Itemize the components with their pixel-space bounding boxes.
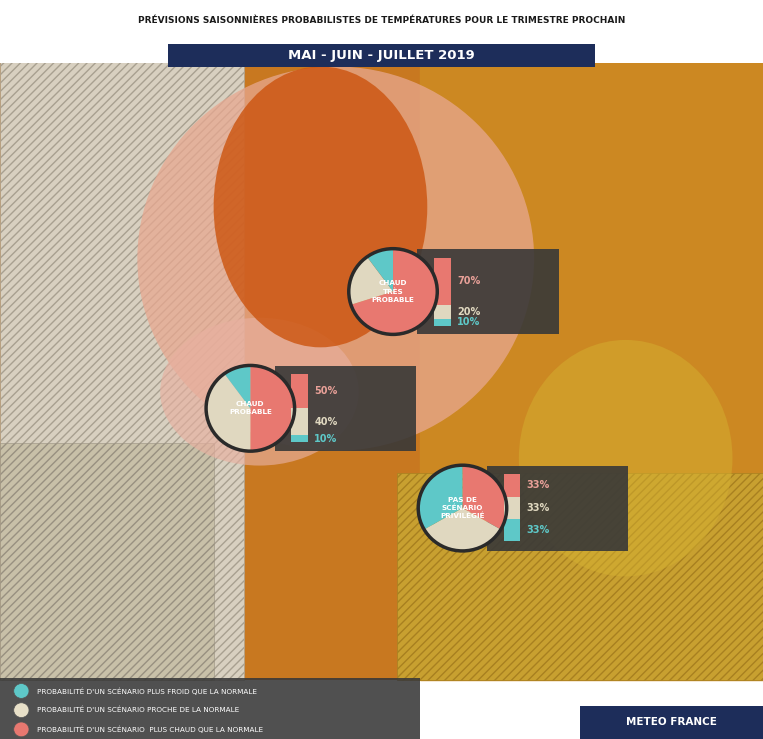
Wedge shape	[367, 248, 393, 291]
Wedge shape	[206, 374, 250, 451]
FancyBboxPatch shape	[0, 443, 214, 680]
FancyBboxPatch shape	[504, 519, 520, 542]
Circle shape	[14, 684, 29, 698]
FancyBboxPatch shape	[417, 249, 559, 334]
Polygon shape	[420, 59, 763, 680]
Text: 70%: 70%	[457, 276, 480, 286]
Text: 33%: 33%	[526, 503, 549, 513]
FancyBboxPatch shape	[434, 305, 451, 319]
FancyBboxPatch shape	[291, 408, 308, 435]
Text: PRÉVISIONS SAISONNIÈRES PROBABILISTES DE TEMPÉRATURES POUR LE TRIMESTRE PROCHAIN: PRÉVISIONS SAISONNIÈRES PROBABILISTES DE…	[138, 16, 625, 25]
FancyBboxPatch shape	[291, 374, 308, 408]
Text: 40%: 40%	[314, 417, 337, 427]
Ellipse shape	[214, 67, 427, 347]
Text: 33%: 33%	[526, 525, 549, 535]
Text: 10%: 10%	[457, 317, 480, 327]
FancyBboxPatch shape	[0, 0, 763, 63]
FancyBboxPatch shape	[434, 319, 451, 325]
Wedge shape	[424, 508, 501, 551]
Circle shape	[14, 703, 29, 718]
Wedge shape	[250, 365, 295, 451]
FancyBboxPatch shape	[275, 366, 416, 451]
FancyBboxPatch shape	[580, 706, 763, 739]
Text: METEO FRANCE: METEO FRANCE	[626, 718, 717, 727]
FancyBboxPatch shape	[291, 435, 308, 442]
Text: PROBABILITÉ D'UN SCÉNARIO  PLUS CHAUD QUE LA NORMALE: PROBABILITÉ D'UN SCÉNARIO PLUS CHAUD QUE…	[37, 726, 262, 733]
Text: CHAUD
PROBABLE: CHAUD PROBABLE	[229, 401, 272, 415]
FancyBboxPatch shape	[434, 258, 451, 305]
FancyBboxPatch shape	[168, 44, 595, 67]
FancyBboxPatch shape	[0, 59, 763, 680]
Wedge shape	[351, 248, 437, 334]
FancyBboxPatch shape	[0, 59, 244, 680]
FancyBboxPatch shape	[397, 473, 763, 680]
Text: PROBABILITÉ D'UN SCÉNARIO PROCHE DE LA NORMALE: PROBABILITÉ D'UN SCÉNARIO PROCHE DE LA N…	[37, 707, 239, 713]
Text: PROBABILITÉ D'UN SCÉNARIO PLUS FROID QUE LA NORMALE: PROBABILITÉ D'UN SCÉNARIO PLUS FROID QUE…	[37, 687, 256, 695]
Circle shape	[14, 722, 29, 737]
Wedge shape	[349, 257, 393, 304]
Text: 33%: 33%	[526, 480, 549, 490]
Wedge shape	[462, 466, 507, 529]
Text: 50%: 50%	[314, 386, 337, 396]
Text: CHAUD
TRÈS
PROBABLE: CHAUD TRÈS PROBABLE	[372, 280, 414, 303]
Ellipse shape	[519, 340, 732, 576]
FancyBboxPatch shape	[0, 678, 420, 739]
Ellipse shape	[137, 67, 534, 451]
Ellipse shape	[160, 318, 359, 466]
Wedge shape	[418, 466, 462, 529]
Text: 20%: 20%	[457, 307, 480, 317]
FancyBboxPatch shape	[504, 474, 520, 497]
FancyBboxPatch shape	[487, 466, 628, 551]
FancyBboxPatch shape	[504, 497, 520, 519]
Text: PAS DE
SCÉNARIO
PRIVILÉGIÉ: PAS DE SCÉNARIO PRIVILÉGIÉ	[440, 497, 485, 520]
Text: MAI - JUIN - JUILLET 2019: MAI - JUIN - JUILLET 2019	[288, 49, 475, 62]
Text: 10%: 10%	[314, 434, 337, 444]
Wedge shape	[224, 365, 250, 408]
